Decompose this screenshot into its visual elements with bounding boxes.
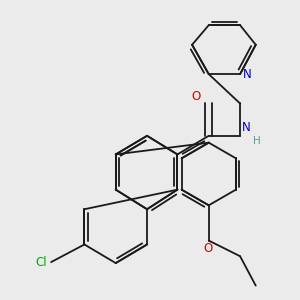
Text: N: N [242, 121, 251, 134]
Text: Cl: Cl [36, 256, 47, 268]
Text: N: N [243, 68, 252, 81]
Text: O: O [192, 89, 201, 103]
Text: H: H [253, 136, 261, 146]
Text: O: O [203, 242, 212, 254]
